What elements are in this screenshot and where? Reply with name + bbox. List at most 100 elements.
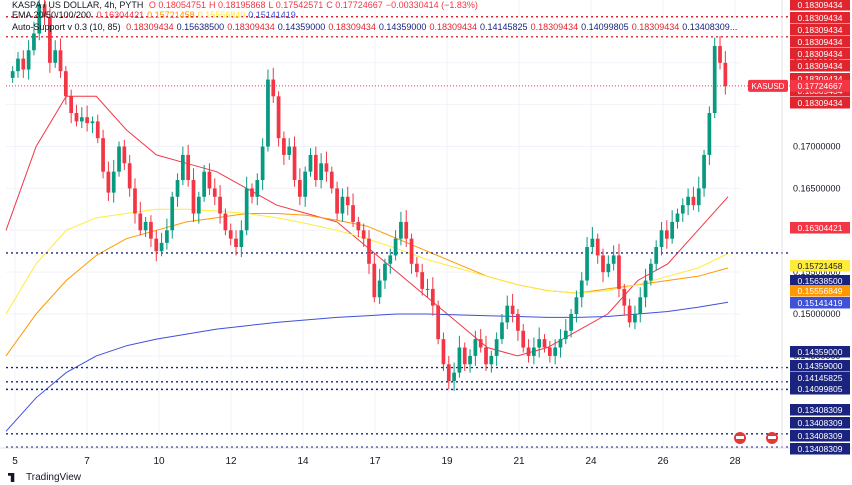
candle-body	[558, 339, 563, 348]
candle-body	[266, 79, 270, 147]
candle-body	[494, 339, 499, 356]
candle-body	[553, 347, 558, 356]
legend-ohlc: KASPA / US DOLLAR, 4h, PYTH O 0.18054751…	[12, 0, 478, 11]
candle-body	[500, 322, 504, 340]
candle-body	[425, 288, 430, 290]
candle-body	[712, 46, 717, 114]
support-lines	[6, 16, 790, 448]
price-tag-value: 0.18309434	[798, 98, 843, 108]
ema-line	[5, 208, 729, 315]
support-value-1: 0.15638500	[176, 22, 225, 32]
tradingview-logo-icon	[8, 473, 15, 482]
ohlc-value-4: −0.00330414 (−1.83%)	[385, 0, 478, 10]
price-tag-bg	[790, 24, 850, 36]
candle-body	[53, 50, 58, 63]
candle-body	[574, 297, 579, 315]
candle-body	[452, 372, 456, 382]
candle-body	[441, 339, 446, 365]
price-tag-value: 0.15638500	[798, 276, 843, 286]
price-tag-bg	[790, 383, 850, 395]
candle-body	[117, 146, 121, 172]
price-tags: 0.18309434 0.18309434 0.18309434 0.18309434…	[790, 0, 850, 455]
support-value-2: 0.18309434	[227, 22, 275, 32]
candle-body	[95, 121, 100, 139]
candle-body	[351, 205, 355, 222]
candle-body	[127, 163, 132, 189]
candle-body	[409, 238, 414, 264]
candle-body	[106, 171, 111, 193]
candle-body	[207, 171, 212, 189]
price-tag-bg	[790, 60, 850, 72]
candle-body	[228, 230, 233, 239]
candle-body	[579, 280, 584, 298]
candle-body	[313, 154, 318, 181]
candle-body	[101, 138, 105, 172]
price-tag-bg	[790, 443, 850, 455]
support-value-10: 0.18309434	[631, 22, 680, 32]
price-tag-bg	[790, 48, 850, 60]
candle-body	[361, 230, 366, 239]
candle-body	[462, 347, 467, 365]
candle-body	[372, 263, 377, 298]
ohlc-value-1: H 0.18195868	[208, 0, 266, 10]
tradingview-footer[interactable]: TradingView	[8, 472, 81, 483]
candle-body	[537, 339, 542, 348]
time-tick-label: 17	[369, 456, 381, 467]
price-tag-value: 0.15556849	[798, 286, 843, 296]
candle-body	[664, 230, 669, 239]
price-tag-bg	[790, 0, 850, 11]
candle-body	[223, 213, 228, 231]
price-tag-value: 0.18309434	[798, 49, 843, 59]
candle-body	[430, 288, 435, 306]
price-tag-bg	[790, 360, 850, 372]
ohlc-value-2: L 0.17542571	[268, 0, 324, 10]
support-value-9: 0.14099805	[581, 22, 629, 32]
candle-body	[165, 230, 169, 243]
candle-body	[590, 238, 595, 248]
candle-body	[143, 221, 148, 231]
candle-body	[48, 16, 52, 63]
candle-body	[643, 280, 648, 298]
candle-body	[696, 188, 701, 206]
support-value-3: 0.14359000	[277, 22, 326, 32]
candle-body	[149, 221, 153, 239]
candle-body	[606, 263, 611, 273]
price-tag-value: 0.13408309	[798, 444, 843, 454]
price-tag-bg	[790, 260, 850, 272]
candle-body	[670, 221, 675, 239]
candle-body	[595, 238, 600, 256]
price-tag-value: 0.15141419	[798, 298, 843, 308]
candle-body	[388, 255, 393, 264]
candle-body	[420, 272, 425, 289]
candle-body	[505, 305, 510, 323]
support-value-8: 0.18309434	[530, 22, 579, 32]
ohlc-values: O 0.18054751 H 0.18195868 L 0.17542571 C 0.…	[146, 0, 478, 10]
time-axis: 5 7 10 12 14 17 19 21 24 26 28	[0, 447, 852, 467]
candle-body	[542, 339, 547, 348]
candle-body	[212, 188, 217, 197]
price-tag-value: 0.14145825	[798, 373, 843, 383]
candle-body	[90, 121, 95, 124]
candle-body	[633, 314, 637, 323]
candle-body	[133, 188, 137, 214]
candle-body	[282, 138, 286, 155]
candle-body	[532, 347, 536, 356]
candle-body	[404, 221, 409, 239]
event-flag-stripe	[736, 436, 744, 439]
candle-body	[680, 205, 685, 214]
candle-body	[335, 188, 339, 214]
support-value-5: 0.14359000	[378, 22, 427, 32]
price-tag-value: 0.18309434	[798, 0, 843, 10]
price-tag-value: 0.18309434	[798, 74, 843, 84]
price-tag-bg	[790, 404, 850, 416]
candle-body	[175, 180, 180, 197]
chart-grid	[6, 0, 740, 448]
candle-body	[244, 188, 249, 231]
candle-body	[287, 146, 292, 155]
price-tag-bg	[790, 372, 850, 384]
ohlc-value-0: O 0.18054751	[148, 0, 206, 10]
price-tag-value: 0.18309434	[798, 13, 843, 23]
ema-line	[5, 301, 729, 432]
candle-body	[707, 113, 712, 155]
